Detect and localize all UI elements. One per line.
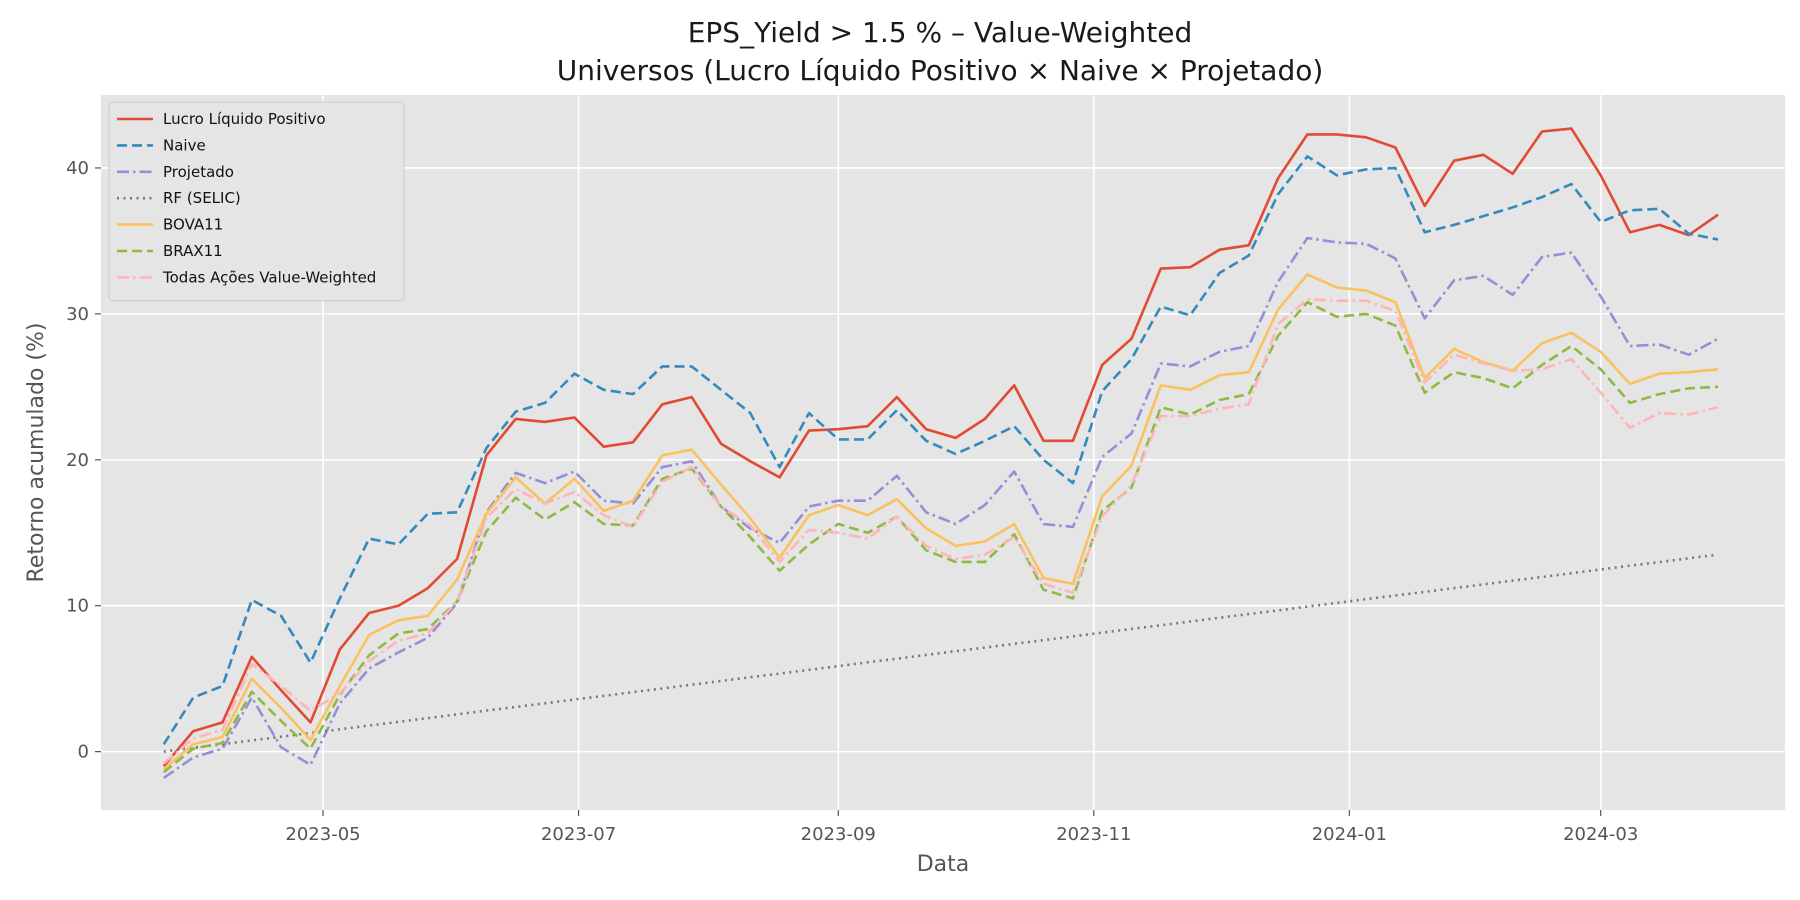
legend-entry: BOVA11 <box>163 216 223 234</box>
series-line-5 <box>162 273 1719 771</box>
legend-entry: Projetado <box>163 163 234 181</box>
series-line-4 <box>163 553 1719 753</box>
series-line-1 <box>162 127 1719 768</box>
legend-entry: BRAX11 <box>163 242 223 260</box>
chart-title: EPS_Yield > 1.5 % – Value-Weighted <box>688 16 1193 49</box>
y-axis-ticks: 0 10 20 30 40 <box>66 158 101 763</box>
y-tick-label: 0 <box>78 742 89 763</box>
x-tick-label: 2023-07 <box>541 824 616 845</box>
y-tick-label: 10 <box>66 596 89 617</box>
x-tick-label: 2023-05 <box>285 824 360 845</box>
y-tick-label: 20 <box>66 450 89 471</box>
series-lines <box>162 127 1719 779</box>
x-tick-label: 2024-03 <box>1563 824 1638 845</box>
chart-subtitle: Universos (Lucro Líquido Positivo × Naiv… <box>557 54 1324 87</box>
series-line-7 <box>162 297 1719 765</box>
y-tick-label: 30 <box>66 304 89 325</box>
x-axis-label: Data <box>917 852 970 877</box>
x-tick-label: 2024-01 <box>1312 824 1387 845</box>
legend-entry: Lucro Líquido Positivo <box>163 110 326 128</box>
y-tick-label: 40 <box>66 158 89 179</box>
legend-entry: RF (SELIC) <box>163 189 241 207</box>
series-line-6 <box>162 300 1719 774</box>
legend: Lucro Líquido Positivo Naive Projetado RF (… <box>108 101 405 302</box>
x-tick-label: 2023-11 <box>1056 824 1131 845</box>
series-line-3 <box>163 236 1719 779</box>
x-tick-label: 2023-09 <box>801 824 876 845</box>
legend-entry: Naive <box>163 136 206 154</box>
x-axis-ticks: 2023-05 2023-07 2023-09 2023-11 2024-01 2024-… <box>285 810 1638 845</box>
legend-box <box>108 101 405 302</box>
y-axis-label: Retorno acumulado (%) <box>24 323 49 583</box>
legend-entry: Todas Ações Value-Weighted <box>162 268 376 286</box>
series-line-2 <box>162 155 1719 745</box>
